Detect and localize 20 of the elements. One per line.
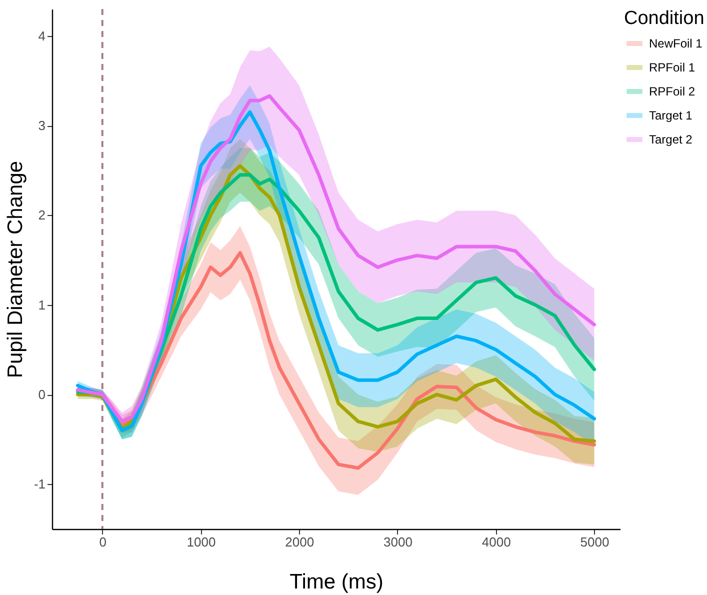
legend-label: Target 1	[649, 108, 693, 122]
y-axis-title: Pupil Diameter Change	[4, 160, 27, 378]
y-tick-label: 3	[38, 118, 46, 134]
x-tick-label: 5000	[580, 534, 610, 550]
x-tick-label: 0	[99, 534, 106, 550]
y-tick-label: 1	[38, 297, 46, 312]
y-tick-label: -1	[34, 476, 46, 492]
y-tick-label: 2	[38, 208, 46, 223]
x-tick-label: 2000	[285, 534, 314, 550]
legend-label: RPFoil 2	[649, 84, 696, 98]
legend-title: Condition	[624, 8, 704, 29]
x-tick-label: 3000	[384, 534, 412, 550]
y-tick-label: 0	[38, 387, 46, 402]
x-tick-label: 4000	[482, 534, 511, 550]
y-tick-label: 4	[38, 28, 46, 44]
x-tick-label: 1000	[186, 534, 216, 550]
legend-label: Target 2	[649, 132, 693, 146]
legend-label: NewFoil 1	[649, 36, 703, 50]
legend-label: RPFoil 1	[649, 60, 696, 74]
x-axis-title: Time (ms)	[290, 570, 384, 594]
